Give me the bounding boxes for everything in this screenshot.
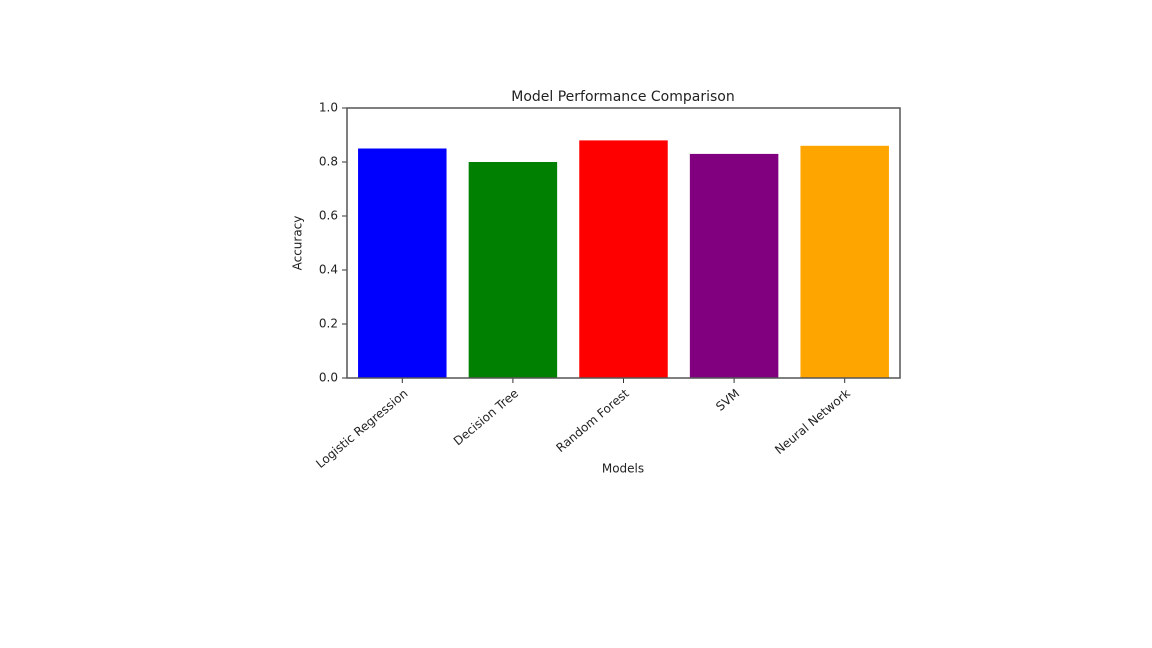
y-tick-label: 0.6	[319, 209, 338, 223]
chart-title: Model Performance Comparison	[511, 89, 734, 105]
x-axis-label: Models	[602, 462, 644, 476]
plot-frame	[346, 107, 901, 379]
bar	[358, 148, 447, 378]
bar	[579, 140, 668, 378]
y-tick-label: 0.8	[319, 155, 338, 169]
bar	[800, 145, 889, 378]
y-axis-label: Accuracy	[291, 216, 305, 271]
bar	[468, 162, 558, 378]
x-tick-label: Logistic Regression	[313, 386, 410, 471]
x-tick-label: Random Forest	[553, 386, 631, 455]
bar	[689, 153, 779, 378]
x-tick-label: SVM	[713, 386, 742, 414]
y-tick-label: 1.0	[319, 101, 338, 115]
y-tick-label: 0.2	[319, 317, 338, 331]
y-tick-label: 0.4	[319, 263, 338, 277]
y-tick-label: 0.0	[319, 371, 338, 385]
x-tick-label: Decision Tree	[451, 386, 521, 448]
x-tick-label: Neural Network	[772, 386, 853, 457]
